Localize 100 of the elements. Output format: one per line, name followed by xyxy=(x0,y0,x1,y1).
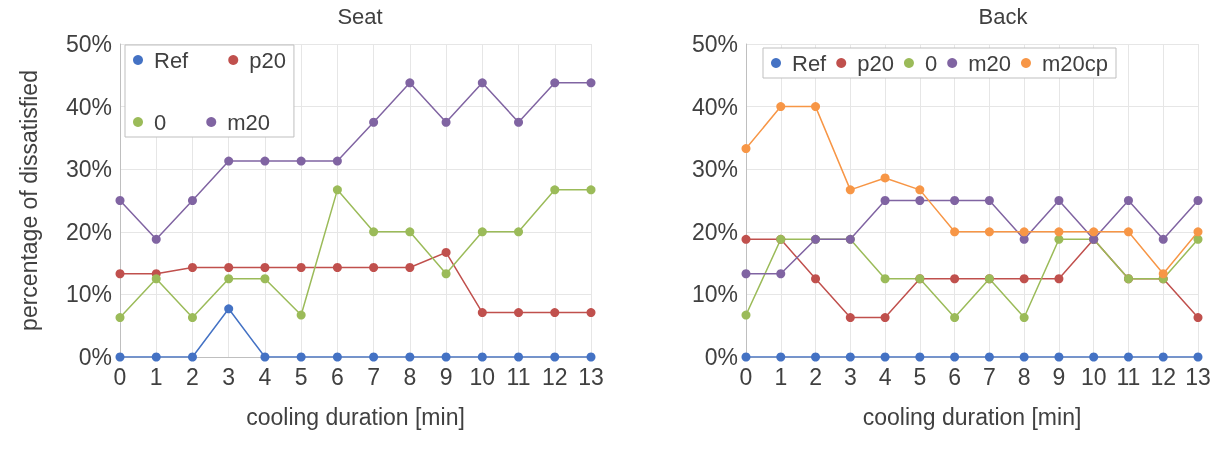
point xyxy=(441,352,451,362)
point xyxy=(151,234,161,244)
y-tick-label: 20% xyxy=(691,218,738,245)
point xyxy=(776,102,786,112)
x-tick-label: 3 xyxy=(843,363,857,390)
point xyxy=(477,308,487,318)
point xyxy=(514,117,524,127)
point xyxy=(845,185,855,195)
point xyxy=(477,78,487,88)
point xyxy=(984,352,994,362)
point xyxy=(915,196,925,205)
point xyxy=(115,313,125,323)
point xyxy=(514,352,524,362)
y-tick-label: 40% xyxy=(65,93,112,120)
point xyxy=(984,196,994,205)
point xyxy=(950,196,960,205)
x-axis-title: cooling duration [min] xyxy=(246,403,465,430)
legend-label: m20cp xyxy=(1041,50,1109,76)
point xyxy=(1054,196,1064,205)
point xyxy=(880,274,890,284)
point xyxy=(260,274,270,284)
x-tick-label: 6 xyxy=(948,363,962,390)
point xyxy=(441,269,451,279)
point xyxy=(550,352,560,362)
point xyxy=(441,247,451,257)
point xyxy=(187,262,197,272)
legend-label: Ref xyxy=(792,50,828,76)
point xyxy=(776,269,786,279)
legend-label: 0 xyxy=(154,109,167,135)
point xyxy=(187,352,197,362)
point xyxy=(1019,352,1029,362)
x-tick-label: 5 xyxy=(913,363,927,390)
x-tick-label: 8 xyxy=(1017,363,1031,390)
point xyxy=(260,262,270,272)
point xyxy=(405,78,415,88)
y-tick-label: 40% xyxy=(691,93,738,120)
y-tick-label: 0% xyxy=(704,344,738,370)
y-tick-label: 20% xyxy=(65,218,112,245)
x-tick-label: 11 xyxy=(506,363,531,390)
point xyxy=(405,262,415,272)
point xyxy=(586,352,596,362)
point xyxy=(224,262,234,272)
point xyxy=(550,78,560,88)
point xyxy=(586,185,596,195)
legend-label: m20 xyxy=(227,109,271,135)
point xyxy=(369,117,379,127)
point xyxy=(845,352,855,362)
point xyxy=(332,262,342,272)
x-tick-label: 6 xyxy=(330,363,344,390)
point xyxy=(369,227,379,237)
point xyxy=(1193,196,1203,205)
point xyxy=(1193,313,1203,323)
point xyxy=(296,310,306,320)
point xyxy=(1054,352,1064,362)
y-tick-label: 50% xyxy=(691,31,738,57)
x-tick-label: 2 xyxy=(809,363,822,390)
y-tick-label: 50% xyxy=(65,31,112,57)
point xyxy=(477,227,487,237)
x-tick-label: 13 xyxy=(1185,363,1211,390)
point xyxy=(915,352,925,362)
point xyxy=(1123,196,1133,205)
point xyxy=(550,308,560,318)
chart-title: Back xyxy=(978,3,1029,29)
point xyxy=(586,308,596,318)
x-tick-label: 12 xyxy=(541,363,568,390)
point xyxy=(1123,227,1133,237)
point xyxy=(1019,274,1029,284)
x-tick-label: 0 xyxy=(739,363,753,390)
x-tick-label: 9 xyxy=(1052,363,1066,390)
point xyxy=(224,304,234,314)
point xyxy=(1019,227,1029,237)
x-tick-label: 1 xyxy=(774,363,788,390)
point xyxy=(880,173,890,183)
point xyxy=(1158,234,1168,244)
point xyxy=(260,352,270,362)
point xyxy=(115,352,125,362)
point xyxy=(405,352,415,362)
point xyxy=(741,352,751,362)
point xyxy=(550,185,560,195)
point xyxy=(187,313,197,323)
point xyxy=(1123,352,1133,362)
point xyxy=(1193,352,1203,362)
x-tick-label: 10 xyxy=(1080,363,1107,390)
point xyxy=(950,227,960,237)
chart-title: Seat xyxy=(337,3,383,29)
x-tick-label: 1 xyxy=(149,363,163,390)
point xyxy=(741,310,751,320)
legend-label: m20 xyxy=(968,50,1011,76)
point xyxy=(369,352,379,362)
point xyxy=(187,196,197,205)
x-axis-title: cooling duration [min] xyxy=(862,403,1082,430)
y-axis-title: percentage of dissatisfied xyxy=(15,70,42,331)
point xyxy=(811,274,821,284)
point xyxy=(741,269,751,279)
x-tick-label: 0 xyxy=(113,363,127,390)
point xyxy=(1019,234,1029,244)
point xyxy=(296,156,306,166)
point xyxy=(811,102,821,112)
point xyxy=(514,227,524,237)
x-tick-label: 11 xyxy=(1116,363,1141,390)
